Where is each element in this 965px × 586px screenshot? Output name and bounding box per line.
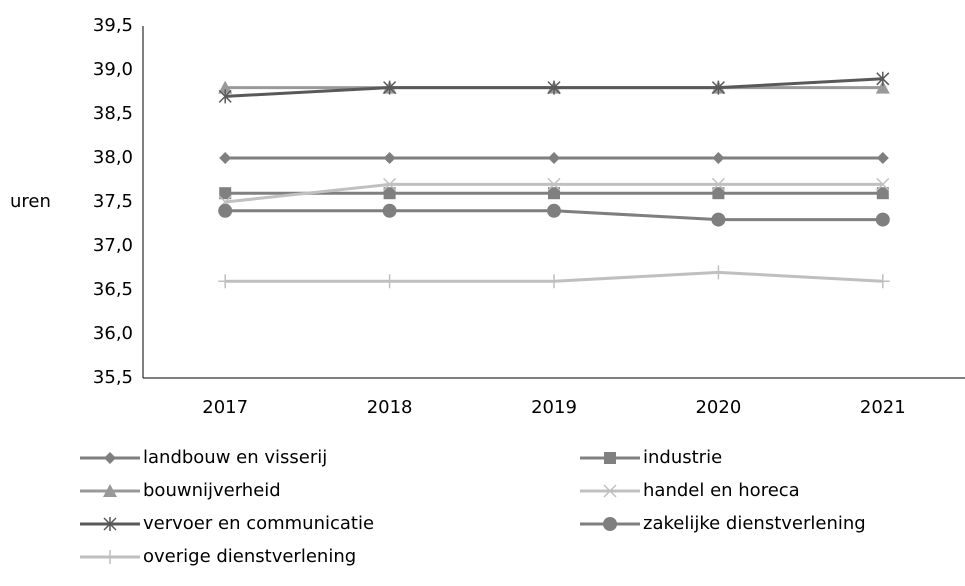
marker [711, 265, 726, 280]
marker [382, 203, 397, 218]
marker [711, 80, 725, 95]
y-tick-label: 39,0 [93, 59, 133, 80]
y-axis-label: uren [10, 191, 51, 212]
marker [219, 187, 232, 200]
y-tick-label: 39,5 [93, 15, 133, 36]
marker [603, 484, 617, 498]
marker [383, 177, 397, 191]
legend-label: handel en horeca [643, 480, 800, 501]
marker [218, 203, 233, 218]
legend-label: zakelijke dienstverlening [643, 513, 866, 534]
marker [218, 89, 232, 104]
marker [876, 152, 889, 164]
marker [547, 274, 561, 289]
marker [876, 187, 889, 200]
marker [712, 152, 725, 164]
marker [876, 177, 890, 191]
marker [219, 152, 232, 164]
legend-label: bouwnijverheid [143, 480, 281, 501]
marker [103, 517, 117, 531]
marker [548, 187, 560, 200]
legend-label: industrie [643, 447, 722, 468]
marker [383, 80, 397, 95]
x-tick-label: 2018 [367, 397, 413, 418]
marker [712, 187, 725, 200]
y-tick-label: 38,5 [93, 103, 133, 124]
marker [383, 187, 396, 200]
x-tick-label: 2019 [531, 397, 577, 418]
x-tick-label: 2021 [860, 397, 906, 418]
marker [875, 274, 890, 289]
x-tick-label: 2020 [695, 397, 741, 418]
marker [383, 152, 396, 164]
legend-label: overige dienstverlening [143, 546, 356, 567]
x-tick-label: 2017 [202, 397, 248, 418]
marker [711, 212, 726, 227]
legend-label: vervoer en communicatie [143, 513, 374, 534]
y-tick-label: 36,5 [93, 279, 133, 300]
marker [547, 80, 561, 95]
marker [218, 274, 233, 289]
y-tick-label: 38,0 [93, 147, 133, 168]
marker [603, 517, 617, 531]
marker [103, 484, 117, 497]
marker [104, 452, 116, 464]
marker [547, 203, 561, 218]
legend-label: landbouw en visserij [143, 447, 327, 468]
y-tick-label: 35,5 [93, 367, 133, 388]
y-tick-label: 37,0 [93, 235, 133, 256]
y-tick-label: 36,0 [93, 323, 133, 344]
marker [103, 550, 117, 564]
marker [547, 177, 561, 191]
marker [218, 80, 233, 94]
marker [876, 71, 890, 86]
marker [875, 80, 890, 94]
y-tick-label: 37,5 [93, 191, 133, 212]
marker [604, 452, 616, 464]
marker [875, 212, 890, 227]
marker [548, 152, 560, 164]
marker [711, 177, 725, 191]
marker [382, 274, 397, 289]
